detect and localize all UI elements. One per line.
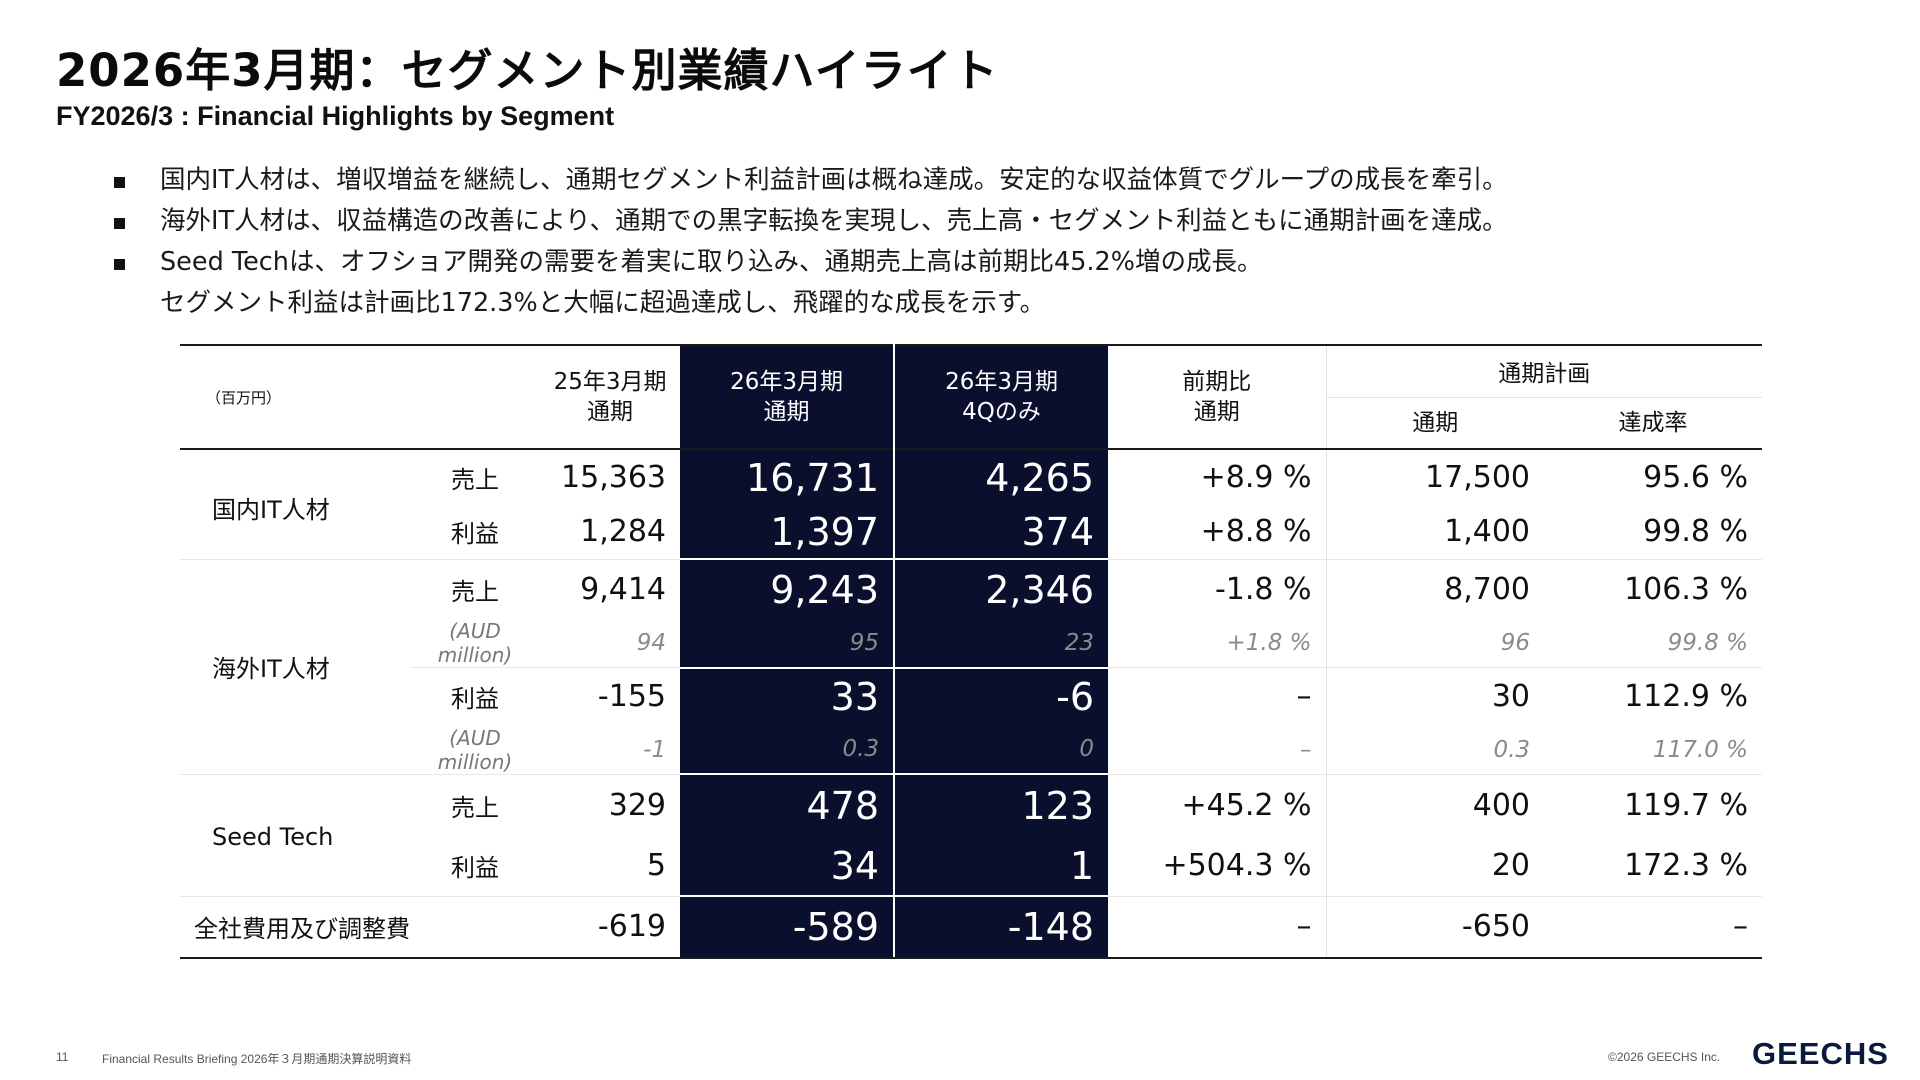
cell-value: 2,346 [893,558,1109,619]
header-plan-full: 通期 [1325,397,1545,449]
bullet-marker-icon [114,259,125,270]
cell-value: 1,397 [680,505,895,559]
cell-value: 0.3 [1325,725,1545,774]
cell-value: 99.8 % [1667,630,1749,656]
segment-domestic: 国内IT人材 [212,495,330,524]
segment-overseas: 海外IT人材 [180,558,410,774]
cell-value: 16,731 [680,449,895,505]
cell-value: -6 [893,666,1109,726]
cell-value: – [1108,895,1327,959]
segment-seedtech: Seed Tech [180,773,410,896]
page-number: 11 [56,1050,69,1064]
unit-label: （百万円） [206,388,282,407]
cell-value: +1.8 % [1226,630,1312,656]
cell-value: -1.8 % [1108,558,1327,619]
company-logo: GEECHS [1752,1036,1889,1071]
table-row: (AUD million) -1 0.3 0 – 0.3 117.0 % [180,725,1762,774]
metric-label: 売上 [410,558,541,619]
header-current: 26年3月期 通期 [680,345,895,449]
segment-results-table: （百万円） 25年3月期 通期 26年3月期 通期 26年3月期 4Qのみ 前期比 通期… [180,344,1763,959]
cell-value: 0.3 [680,725,895,774]
bullet-marker-icon [114,177,125,188]
cell-value: 1,284 [580,514,667,550]
table-row: 利益 -155 33 -6 – 30 112.9 % [180,666,1763,726]
cell-value: -148 [893,895,1109,959]
metric-label-aud: (AUD million) [437,619,513,667]
header-q4: 26年3月期 4Qのみ [893,345,1109,449]
table-row: 国内IT人材 売上 15,363 16,731 4,265 +8.9 % 17,… [180,449,1762,524]
cell-value: 4,265 [893,449,1109,505]
cell-value: 478 [680,773,895,836]
cell-value: +45.2 % [1108,773,1327,836]
metric-label: 売上 [410,773,541,836]
metric-label: 利益 [451,854,499,883]
cell-value: 17,500 [1325,449,1545,505]
cell-value: 117.0 % [1653,736,1749,763]
cell-value: – [1544,895,1763,959]
header-plan-rate: 達成率 [1618,409,1688,436]
cell-value: 374 [893,505,1109,559]
metric-label-aud: (AUD million) [437,725,513,774]
cell-value: +8.9 % [1200,460,1312,495]
cell-value: 106.3 % [1544,558,1763,619]
cell-value: -619 [540,895,681,959]
cell-value: 112.9 % [1544,667,1763,726]
cell-value: 23 [893,619,1109,668]
bullet-marker-icon [114,218,125,229]
table-row: 利益 5 34 1 +504.3 % 20 172.3 % [180,836,1762,896]
cell-value: -589 [680,895,895,959]
cell-value: 96 [1325,619,1545,668]
page-subtitle: FY2026/3 : Financial Highlights by Segme… [56,101,615,131]
cell-value: 1 [893,836,1109,896]
cell-value: 5 [646,848,667,884]
cell-value: -650 [1325,895,1545,959]
footer-text: Financial Results Briefing 2026年３月期通期決算説… [102,1052,412,1066]
cell-value: 34 [680,836,895,896]
cell-value: 99.8 % [1643,514,1749,550]
cell-value: 33 [680,666,895,726]
page-title: 2026年3月期：セグメント別業績ハイライト [56,44,999,97]
bullet-list: 国内IT人材は、増収増益を継続し、通期セグメント利益計画は概ね達成。安定的な収益… [114,160,1864,324]
header-prev: 25年3月期 通期 [553,369,667,425]
cell-value: 329 [540,773,681,836]
bullet-item-seedtech: Seed Techは、オフショア開発の需要を着実に取り込み、通期売上高は前期比4… [114,242,1864,324]
header-plan: 通期計画 [1325,345,1763,398]
table-row: (AUD million) 94 95 23 +1.8 % 96 99.8 % [180,619,1762,668]
cell-value: 94 [636,630,667,656]
cell-value: 172.3 % [1624,848,1749,884]
metric-label: 売上 [451,466,499,494]
cell-value: – [1300,736,1312,763]
cell-value: -1 [643,736,667,763]
cell-value: – [1108,667,1327,726]
cell-value: 8,700 [1325,558,1545,619]
cell-value: 0 [893,725,1109,774]
cell-value: 15,363 [561,460,667,495]
table-row: Seed Tech 売上 329 478 123 +45.2 % 400 119… [180,773,1763,896]
metric-label: 利益 [410,667,541,726]
cell-value: 20 [1325,836,1545,896]
table-row: 海外IT人材 売上 9,414 9,243 2,346 -1.8 % 8,700… [180,558,1763,774]
bullet-item-overseas: 海外IT人材は、収益構造の改善により、通期での黒字転換を実現し、売上高・セグメン… [114,201,1864,242]
cell-value: 30 [1325,667,1545,726]
table-row: 全社費用及び調整費 -619 -589 -148 – -650 – [180,895,1763,959]
cell-value: 119.7 % [1544,773,1763,836]
cell-value: 95.6 % [1643,460,1749,495]
metric-label: 利益 [451,520,499,549]
table-row: 利益 1,284 1,397 374 +8.8 % 1,400 99.8 % [180,505,1762,559]
copyright: ©2026 GEECHS Inc. [1608,1050,1721,1064]
header-yoy: 前期比 通期 [1182,369,1252,425]
cell-value: 95 [680,619,895,668]
cell-value: 400 [1325,773,1545,836]
cell-value: +8.8 % [1200,514,1312,550]
cell-value: 9,414 [540,558,681,619]
cell-value: -155 [540,667,681,726]
cell-value: +504.3 % [1162,848,1312,884]
segment-corporate: 全社費用及び調整費 [180,895,541,959]
bullet-item-domestic: 国内IT人材は、増収増益を継続し、通期セグメント利益計画は概ね達成。安定的な収益… [114,160,1864,201]
cell-value: 1,400 [1325,505,1545,559]
cell-value: 9,243 [680,558,895,619]
cell-value: 123 [893,773,1109,836]
table-header-row: （百万円） 25年3月期 通期 26年3月期 通期 26年3月期 4Qのみ 前期比 通期… [180,345,1763,449]
